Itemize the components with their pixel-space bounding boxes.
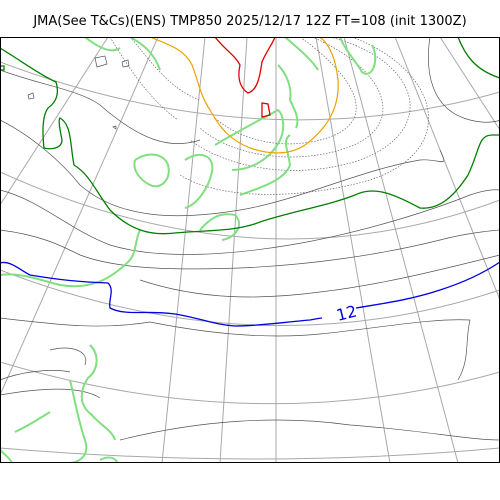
isotherm-orange [149, 37, 339, 154]
graticule-meridians [0, 37, 500, 463]
coastline [239, 134, 292, 196]
meridian-line [161, 37, 206, 463]
latitude-line [0, 269, 500, 327]
meridian-line [343, 37, 459, 463]
isotherm-thin [0, 317, 471, 381]
coastline [0, 229, 141, 288]
latitude-line [0, 61, 500, 121]
isotherm-fine [199, 37, 384, 158]
coastline [129, 37, 161, 71]
isotherm-thin [0, 119, 445, 217]
small-islands [27, 55, 130, 130]
isotherm-thin [139, 254, 500, 298]
coastline [69, 379, 88, 463]
isotherm-thin [0, 189, 500, 255]
isotherm-fine [214, 37, 357, 145]
coastline [84, 37, 121, 52]
isotherms-fine [109, 37, 429, 195]
coastline [99, 456, 119, 463]
isotherms-thin [0, 37, 500, 441]
map-border [0, 37, 500, 463]
map-frame: 12 [0, 37, 500, 463]
meridian-line [394, 37, 500, 301]
isotherm-thin [0, 229, 500, 270]
meridian-line [0, 37, 109, 206]
meridian-line [315, 37, 391, 463]
isotherm-thin [49, 347, 87, 366]
isotherms-green [0, 37, 500, 235]
latitude-line [0, 361, 500, 405]
island [121, 59, 130, 68]
isotherm-fine [109, 37, 179, 121]
isotherm-thin [0, 370, 71, 381]
meridian-line [439, 37, 500, 131]
latitude-line [0, 171, 500, 240]
coastline [214, 108, 285, 171]
isotherm-green [457, 37, 500, 79]
isotherm-thin [428, 37, 500, 123]
coastline [199, 213, 241, 241]
isotherm-green [0, 47, 500, 235]
island [94, 55, 108, 68]
isotherm-thin [119, 419, 500, 441]
isotherm-thin [0, 388, 101, 399]
coastline [339, 37, 377, 75]
island [27, 92, 35, 100]
isotherm-green [0, 65, 5, 71]
island [112, 125, 117, 130]
isotherm-fine [129, 37, 201, 101]
isotherm-red [214, 37, 276, 94]
latitude-line [0, 447, 500, 460]
map-title: JMA(See T&Cs)(ENS) TMP850 2025/12/17 12Z… [33, 14, 467, 29]
isotherm-fine [179, 37, 429, 195]
meridian-line [219, 37, 248, 463]
isotherm-thin [0, 69, 201, 144]
weather-map: 12 [0, 37, 500, 463]
coastline [133, 153, 170, 188]
coastline [14, 411, 51, 433]
isotherm-fine [189, 37, 411, 171]
meridian-line [0, 37, 159, 396]
coastlines [0, 37, 377, 463]
coastline [0, 449, 13, 463]
isotherm-12 [0, 261, 500, 327]
isotherm-12-label: 12 [334, 302, 358, 325]
coastline [277, 64, 299, 129]
isotherm-red [261, 102, 271, 118]
coastline [184, 153, 214, 209]
coastline [80, 344, 116, 441]
coastline [284, 37, 319, 71]
